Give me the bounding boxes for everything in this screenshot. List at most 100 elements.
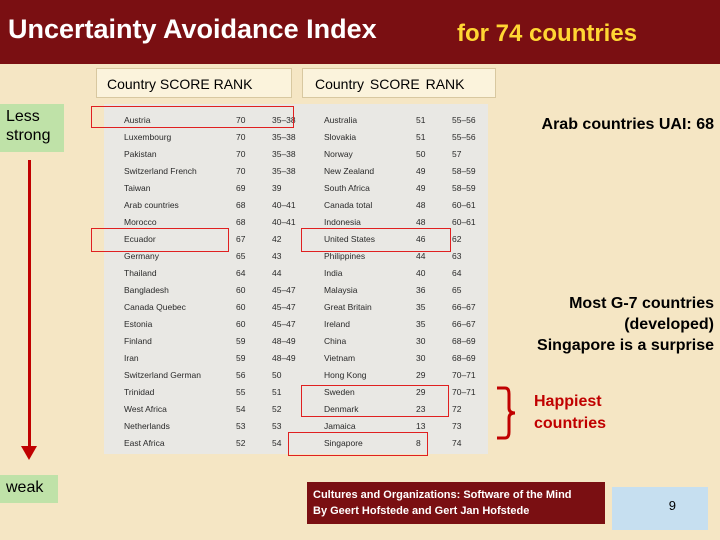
country-cell: South Africa <box>324 183 370 193</box>
score-cell: 70 <box>236 132 246 142</box>
rank-cell: 44 <box>272 268 282 278</box>
citation-box: Cultures and Organizations: Software of … <box>307 482 605 524</box>
rank-cell: 64 <box>452 268 462 278</box>
citation-line: By Geert Hofstede and Gert Jan Hofstede <box>313 505 530 517</box>
arrow-down-icon <box>21 446 37 460</box>
rank-cell: 74 <box>452 438 462 448</box>
country-cell: Bangladesh <box>124 285 169 295</box>
table-row: Switzerland German 56 50 Hong Kong 29 70–71 <box>124 367 484 384</box>
score-cell: 46 <box>416 234 426 244</box>
score-cell: 59 <box>236 336 246 346</box>
highlight-singapore <box>288 432 428 456</box>
country-cell: Estonia <box>124 319 153 329</box>
country-cell: Taiwan <box>124 183 151 193</box>
country-cell: Great Britain <box>324 302 372 312</box>
rank-cell: 73 <box>452 421 462 431</box>
rank-cell: 62 <box>452 234 462 244</box>
country-cell: Canada total <box>324 200 373 210</box>
rank-cell: 45–47 <box>272 285 296 295</box>
rank-cell: 57 <box>452 149 462 159</box>
score-cell: 49 <box>416 183 426 193</box>
score-cell: 54 <box>236 404 246 414</box>
less-strong-label: Less strong <box>0 104 64 152</box>
country-cell: Philippines <box>324 251 366 261</box>
rank-cell: 39 <box>272 183 282 193</box>
score-cell: 70 <box>236 166 246 176</box>
table-row: West Africa 54 52 Denmark 23 72 <box>124 401 484 418</box>
arab-countries-note: Arab countries UAI: 68 <box>541 116 714 133</box>
rank-cell: 68–69 <box>452 336 476 346</box>
table-row: Estonia 60 45–47 Ireland 35 66–67 <box>124 316 484 333</box>
rank-cell: 68–69 <box>452 353 476 363</box>
table-row: Austria 70 35–38 Australia 51 55–56 <box>124 112 484 129</box>
country-cell: Canada Quebec <box>124 302 186 312</box>
g7-note-line: Most G-7 countries <box>569 295 714 312</box>
score-cell: 51 <box>416 115 426 125</box>
country-cell: Germany <box>124 251 159 261</box>
country-cell: Malaysia <box>324 285 358 295</box>
score-cell: 65 <box>236 251 246 261</box>
highlight-ecuador <box>91 228 229 252</box>
brace-icon <box>497 386 516 440</box>
score-cell: 60 <box>236 302 246 312</box>
scale-arrow-line <box>28 160 31 450</box>
country-cell: West Africa <box>124 404 167 414</box>
country-cell: Trinidad <box>124 387 155 397</box>
country-cell: Switzerland French <box>124 166 197 176</box>
table-row: Luxembourg 70 35–38 Slovakia 51 55–56 <box>124 129 484 146</box>
score-cell: 30 <box>416 336 426 346</box>
country-cell: Slovakia <box>324 132 357 142</box>
score-cell: 48 <box>416 200 426 210</box>
happiest-countries-note: Happiest countries <box>534 391 606 435</box>
country-cell: Denmark <box>324 404 359 414</box>
country-cell: Pakistan <box>124 149 157 159</box>
country-cell: Norway <box>324 149 353 159</box>
score-cell: 30 <box>416 353 426 363</box>
score-cell: 53 <box>236 421 246 431</box>
weak-label: weak <box>0 475 58 503</box>
page-number: 9 <box>612 487 708 530</box>
country-cell: Thailand <box>124 268 157 278</box>
table-row: Thailand 64 44 India 40 64 <box>124 265 484 282</box>
g7-note-line: Singapore is a surprise <box>537 337 714 354</box>
title-bar: Uncertainty Avoidance Index for 74 count… <box>0 0 720 64</box>
score-cell: 70 <box>236 115 246 125</box>
score-cell: 13 <box>416 421 426 431</box>
score-cell: 70 <box>236 149 246 159</box>
score-cell: 29 <box>416 387 426 397</box>
score-cell: 36 <box>416 285 426 295</box>
country-cell: East Africa <box>124 438 165 448</box>
country-cell: New Zealand <box>324 166 375 176</box>
score-cell: 60 <box>236 285 246 295</box>
score-cell: 49 <box>416 166 426 176</box>
table-row: Taiwan 69 39 South Africa 49 58–59 <box>124 180 484 197</box>
score-cell: 35 <box>416 319 426 329</box>
country-cell: Singapore <box>324 438 363 448</box>
table-row: Netherlands 53 53 Jamaica 13 73 <box>124 418 484 435</box>
highlight-united-states <box>301 228 451 252</box>
score-cell: 64 <box>236 268 246 278</box>
rank-cell: 70–71 <box>452 370 476 380</box>
rank-cell: 72 <box>452 404 462 414</box>
country-cell: Arab countries <box>124 200 179 210</box>
score-cell: 50 <box>416 149 426 159</box>
rank-cell: 50 <box>272 370 282 380</box>
happiest-line: Happiest <box>534 393 602 410</box>
score-cell: 60 <box>236 319 246 329</box>
score-cell: 51 <box>416 132 426 142</box>
rank-cell: 60–61 <box>452 200 476 210</box>
score-cell: 40 <box>416 268 426 278</box>
rank-cell: 55–56 <box>452 115 476 125</box>
g7-note: Most G-7 countries (developed) Singapore… <box>494 293 714 356</box>
rank-cell: 48–49 <box>272 336 296 346</box>
rank-cell: 53 <box>272 421 282 431</box>
table-row: Morocco 68 40–41 Indonesia 48 60–61 <box>124 214 484 231</box>
slide-title: Uncertainty Avoidance Index <box>8 14 377 44</box>
table-row: Trinidad 55 51 Sweden 29 70–71 <box>124 384 484 401</box>
citation-line: Cultures and Organizations: Software of … <box>313 489 572 501</box>
rank-cell: 45–47 <box>272 319 296 329</box>
score-cell: 68 <box>236 217 246 227</box>
rank-cell: 35–38 <box>272 132 296 142</box>
highlight-sweden-denmark <box>301 385 449 417</box>
country-cell: Austria <box>124 115 151 125</box>
